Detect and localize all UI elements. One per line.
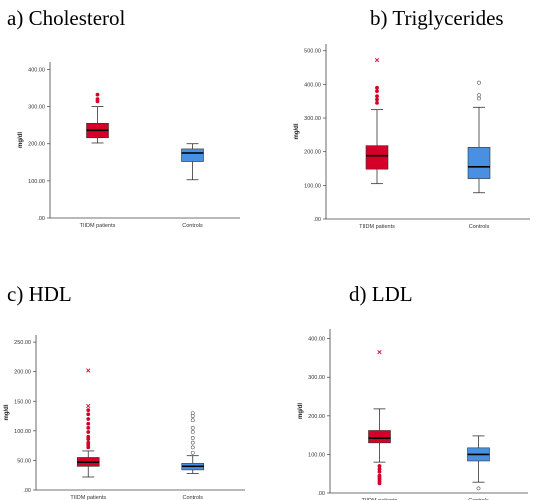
y-tick-label: 100.00 [308, 452, 325, 458]
y-tick-label: .00 [313, 217, 321, 223]
box-tiidm-patients [365, 145, 389, 170]
outlier-point-controls [190, 430, 195, 434]
outlier-point-tiidm-patients [377, 467, 382, 471]
outlier-point-tiidm-patients [86, 430, 91, 434]
extreme-point-tiidm-patients [86, 403, 91, 409]
cholesterol-boxplot: .00 100.00 200.00 300.00 400.00 mg/dl TIIDM pa… [18, 62, 240, 229]
y-axis-label: mg/dl [294, 123, 300, 139]
y-tick-label: 200.00 [308, 414, 325, 420]
outlier-point-tiidm-patients [95, 92, 100, 97]
outlier-point-tiidm-patients [95, 97, 100, 102]
outlier-point-tiidm-patients [86, 440, 91, 445]
box-controls [181, 148, 204, 162]
y-tick-label: .00 [37, 216, 45, 222]
box-controls [467, 147, 491, 179]
outlier-point-tiidm-patients [86, 434, 91, 439]
outlier-point-controls [190, 436, 195, 440]
outlier-point-controls [477, 80, 481, 85]
outlier-point-tiidm-patients [375, 94, 379, 99]
y-tick-label: .00 [23, 488, 31, 494]
outlier-point-controls [476, 486, 481, 491]
y-tick-label: 300.00 [308, 375, 325, 381]
category-label-tiidm-patients: TIIDM patients [359, 224, 395, 230]
outlier-point-controls [190, 418, 195, 423]
y-axis-label: mg/dl [18, 132, 24, 148]
outlier-point-controls [190, 445, 195, 450]
y-tick-label: 250.00 [14, 340, 31, 346]
y-tick-label: 300.00 [304, 116, 321, 122]
category-label-tiidm-patients: TIIDM patients [70, 495, 106, 500]
outlier-point-tiidm-patients [86, 417, 91, 421]
outlier-point-controls [190, 411, 195, 415]
y-axis-label: mg/dl [4, 404, 10, 420]
category-label-controls: Controls [183, 495, 204, 500]
y-tick-label: 200.00 [14, 370, 31, 376]
y-tick-label: 500.00 [304, 49, 321, 55]
panel-title-triglycerides: b) Triglycerides [370, 6, 504, 30]
y-tick-label: 100.00 [28, 179, 45, 185]
y-tick-label: 50.00 [17, 458, 31, 464]
outlier-point-controls [477, 96, 481, 101]
y-tick-label: 400.00 [28, 67, 45, 73]
outlier-point-tiidm-patients [86, 408, 91, 413]
box-tiidm-patients [368, 430, 391, 444]
outlier-point-tiidm-patients [86, 412, 91, 417]
outlier-point-controls [190, 425, 195, 430]
outlier-point-tiidm-patients [375, 97, 379, 102]
ldl-boxplot: .00 100.00 200.00 300.00 400.00 mg/dl TIIDM pa… [298, 329, 528, 500]
y-tick-label: 200.00 [28, 142, 45, 148]
category-label-tiidm-patients: TIIDM patients [362, 498, 398, 500]
outlier-point-controls [190, 440, 195, 445]
extreme-point-tiidm-patients [374, 58, 380, 63]
y-tick-label: 150.00 [14, 399, 31, 405]
y-tick-label: 300.00 [28, 105, 45, 111]
panel-title-cholesterol: a) Cholesterol [7, 6, 126, 30]
outlier-point-controls [477, 93, 481, 98]
outlier-point-tiidm-patients [377, 473, 382, 478]
category-label-controls: Controls [182, 223, 203, 229]
extreme-point-tiidm-patients [377, 350, 382, 355]
hdl-boxplot: .00 50.00 100.00 150.00 200.00 250.00 mg/dl TII… [4, 335, 245, 500]
y-tick-label: 400.00 [304, 82, 321, 88]
y-tick-label: .00 [317, 491, 325, 497]
outlier-point-tiidm-patients [375, 100, 379, 105]
triglycerides-boxplot: .00 100.00 200.00 300.00 400.00 500.00 mg/dl TI… [294, 44, 530, 230]
panel-title-hdl: c) HDL [7, 282, 72, 306]
outlier-point-tiidm-patients [377, 464, 382, 468]
y-tick-label: 100.00 [304, 183, 321, 189]
outlier-point-controls [190, 450, 195, 455]
category-label-tiidm-patients: TIIDM patients [80, 223, 116, 229]
category-label-controls: Controls [469, 224, 490, 230]
category-label-controls: Controls [468, 498, 489, 500]
outlier-point-tiidm-patients [375, 85, 379, 90]
outlier-point-tiidm-patients [375, 89, 379, 94]
outlier-point-tiidm-patients [86, 425, 91, 430]
panel-title-ldl: d) LDL [349, 282, 413, 306]
y-tick-label: 400.00 [308, 337, 325, 343]
outlier-point-tiidm-patients [86, 421, 91, 426]
extreme-point-tiidm-patients [86, 368, 91, 373]
y-tick-label: 200.00 [304, 150, 321, 156]
y-axis-label: mg/dl [298, 403, 304, 419]
y-tick-label: 100.00 [14, 429, 31, 435]
